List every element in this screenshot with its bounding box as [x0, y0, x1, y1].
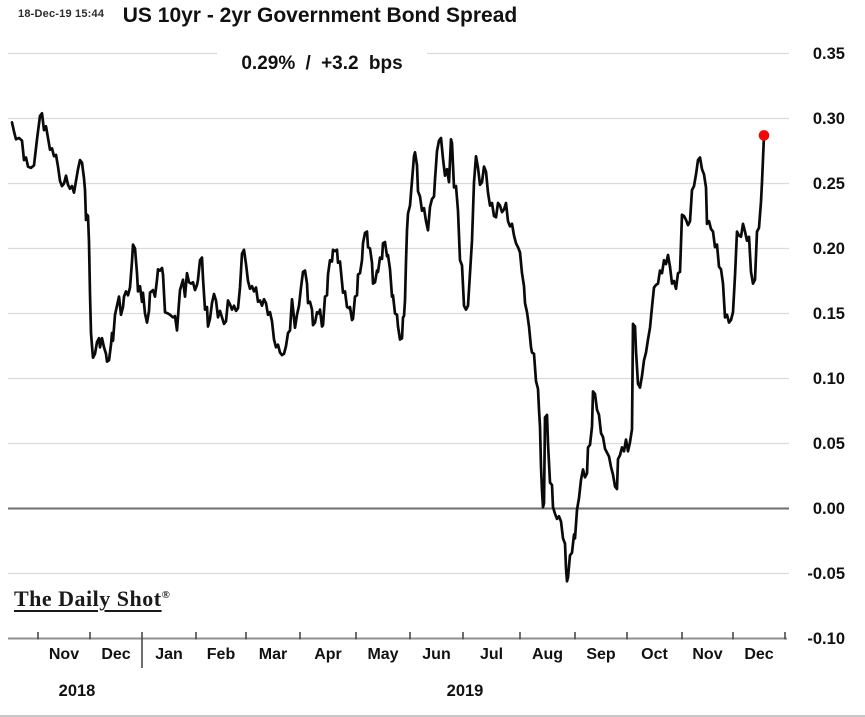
timestamp: 18-Dec-19 15:44 — [18, 8, 105, 20]
x-axis-month-label: Feb — [206, 646, 236, 663]
y-axis-label: 0.25 — [812, 174, 845, 193]
x-axis-month-label: Oct — [641, 646, 668, 663]
x-axis-month-label: Sep — [586, 646, 616, 663]
x-axis-month-label: Dec — [101, 646, 131, 663]
daily-shot-logo: The Daily Shot® — [14, 586, 171, 611]
y-axis-label: 0.35 — [812, 44, 845, 63]
y-axis-label: -0.05 — [807, 564, 845, 583]
x-axis-month-label: Jun — [422, 646, 451, 663]
y-axis-label: -0.10 — [807, 629, 845, 648]
latest-value-marker — [758, 130, 770, 141]
y-axis-label: 0.20 — [812, 239, 845, 258]
x-axis-month-label: Mar — [258, 646, 288, 663]
y-axis-label: 0.05 — [812, 434, 845, 453]
logo-text: The Daily Shot — [14, 586, 162, 611]
x-axis-year-label: 2019 — [446, 682, 484, 700]
spread-line — [10, 111, 766, 583]
y-axis-label: 0.00 — [812, 499, 845, 518]
y-axis-label: 0.15 — [812, 304, 845, 323]
latest-value-annotation: 0.29% / +3.2 bps — [217, 47, 427, 81]
x-axis-month-label: Aug — [531, 646, 564, 663]
x-axis-month-label: Dec — [744, 646, 774, 663]
x-axis-month-label: Nov — [692, 646, 723, 663]
y-axis-label: 0.30 — [812, 109, 845, 128]
x-axis-month-label: Apr — [314, 646, 342, 663]
x-axis-month-label: Nov — [48, 646, 80, 663]
bottom-border — [0, 715, 865, 717]
x-axis-year-label: 2018 — [58, 682, 96, 700]
x-axis-month-label: Jan — [155, 646, 183, 663]
y-axis-label: 0.10 — [812, 369, 845, 388]
chart-title: US 10yr - 2yr Government Bond Spread — [122, 4, 518, 27]
x-axis-month-label: May — [367, 646, 399, 663]
x-axis-month-label: Jul — [479, 646, 504, 663]
